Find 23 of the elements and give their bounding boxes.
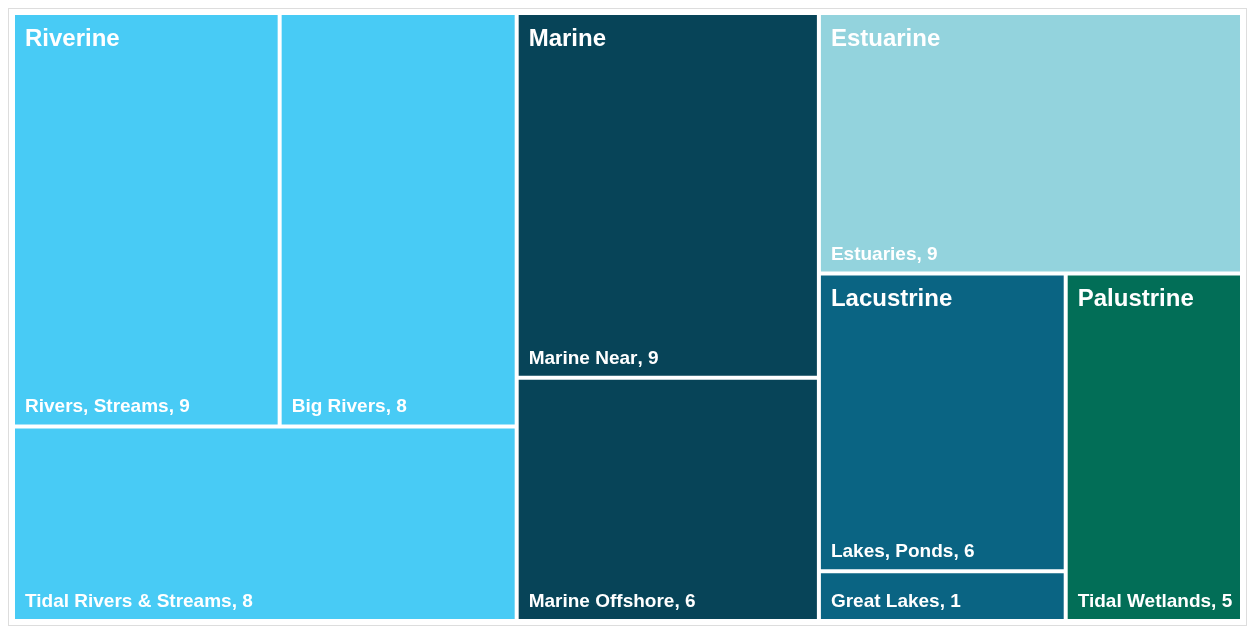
category-label: Estuaries xyxy=(830,242,917,264)
series-label: Riverine xyxy=(25,23,120,51)
data-label: , 1 xyxy=(939,590,962,611)
category-label: Great Lakes xyxy=(830,590,940,611)
category-label: Big Rivers xyxy=(291,395,386,417)
data-label: , 6 xyxy=(674,590,696,611)
category-label: Rivers, Streams xyxy=(25,395,169,417)
category-label: Marine Near xyxy=(528,346,639,368)
data-label: , 8 xyxy=(385,395,407,417)
series-label: Lacustrine xyxy=(830,284,953,312)
category-label: Tidal Wetlands xyxy=(1077,590,1212,611)
data-label: , 8 xyxy=(231,590,253,611)
series-label: Palustrine xyxy=(1077,284,1194,312)
category-label: Lakes, Ponds xyxy=(830,540,954,562)
data-label: , 6 xyxy=(953,540,975,562)
series-label: Marine xyxy=(528,23,607,51)
data-label: , 9 xyxy=(168,395,190,417)
data-label: , 9 xyxy=(637,346,659,368)
data-label: , 5 xyxy=(1211,590,1233,611)
category-label: Marine Offshore xyxy=(528,590,675,611)
series-label: Estuarine xyxy=(830,23,941,51)
data-label: , 9 xyxy=(916,242,938,264)
category-label: Tidal Rivers & Streams xyxy=(25,590,232,611)
